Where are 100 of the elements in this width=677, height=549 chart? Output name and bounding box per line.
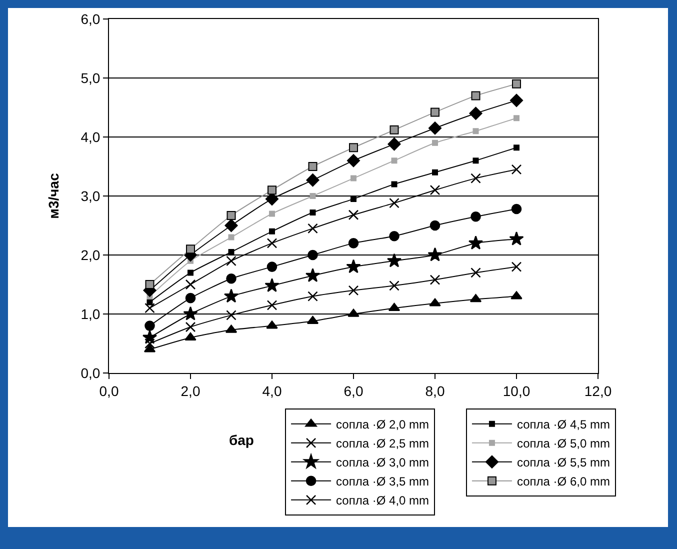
point (391, 181, 398, 188)
point (224, 219, 238, 232)
legend-label: сопла ·Ø 4,0 mm (336, 494, 430, 508)
point (269, 210, 275, 217)
point (428, 122, 442, 135)
legend-label: сопла ·Ø 4,5 mm (516, 418, 610, 432)
x-tick-label: 0,0 (99, 382, 119, 399)
point (386, 253, 402, 268)
point (226, 310, 236, 320)
point (144, 302, 155, 314)
point (389, 198, 400, 208)
x-axis-title: бар (229, 432, 254, 448)
y-tick-label: 0,0 (80, 364, 100, 381)
point (308, 291, 318, 302)
point (347, 154, 360, 168)
point (226, 256, 236, 266)
point (389, 280, 400, 291)
point (470, 268, 481, 278)
x-tick-label: 6,0 (344, 382, 364, 399)
point (510, 94, 523, 107)
point (468, 236, 484, 250)
x-tick-label: 2,0 (180, 382, 200, 399)
point (184, 332, 196, 340)
point (310, 193, 316, 199)
point (391, 158, 398, 164)
point (514, 144, 520, 151)
point (183, 306, 198, 320)
point (185, 322, 196, 332)
point (308, 223, 318, 234)
point (432, 140, 438, 146)
y-tick-label: 3,0 (80, 188, 100, 204)
point (144, 338, 155, 349)
y-axis-title: м3/час (45, 172, 62, 219)
point (188, 270, 194, 276)
x-tick-label: 10,0 (502, 382, 530, 399)
point (346, 259, 361, 274)
x-tick-label: 4,0 (262, 382, 282, 399)
point (264, 278, 280, 292)
x-tick-label: 8,0 (425, 382, 445, 399)
y-tick-label: 5,0 (80, 70, 100, 86)
point (348, 308, 360, 317)
point (266, 238, 278, 248)
point (472, 128, 479, 134)
point (145, 280, 154, 289)
point (430, 108, 440, 117)
point (389, 230, 400, 242)
point (430, 220, 440, 231)
point (470, 173, 481, 184)
point (388, 138, 401, 151)
x-tick-label: 12,0 (584, 382, 612, 399)
point (348, 210, 359, 220)
point (308, 250, 318, 260)
legend-label: сопла ·Ø 5,0 mm (516, 436, 610, 451)
point (226, 210, 236, 220)
point (226, 273, 236, 284)
point (348, 238, 359, 248)
point (430, 184, 440, 196)
point (310, 210, 316, 216)
point (266, 320, 278, 329)
point (349, 143, 358, 152)
point (511, 164, 522, 175)
legend-label: сопла ·Ø 3,0 mm (336, 456, 430, 470)
point (514, 115, 520, 122)
point (430, 274, 440, 285)
point (512, 79, 521, 88)
point (509, 231, 524, 246)
legend-label: сопла ·Ø 3,5 mm (336, 474, 430, 489)
point (146, 299, 153, 306)
legend-label: сопла ·Ø 5,5 mm (516, 456, 610, 470)
point (429, 298, 441, 306)
point (144, 320, 155, 331)
y-tick-label: 1,0 (80, 306, 100, 322)
point (186, 244, 195, 254)
point (470, 212, 481, 222)
point (306, 174, 320, 187)
point (472, 158, 479, 164)
point (471, 91, 480, 100)
point (432, 169, 438, 176)
point (428, 247, 442, 262)
point (305, 268, 320, 282)
legend-label: сопла ·Ø 2,5 mm (336, 436, 430, 451)
point (268, 186, 276, 195)
point (185, 279, 196, 290)
legend-label: сопла ·Ø 2,0 mm (336, 418, 430, 432)
y-tick-label: 6,0 (80, 10, 100, 27)
point (142, 330, 158, 344)
point (348, 285, 359, 296)
point (266, 262, 278, 272)
y-tick-label: 2,0 (80, 246, 100, 263)
point (228, 234, 234, 240)
point (469, 106, 482, 120)
point (224, 288, 239, 303)
point (266, 300, 278, 310)
point (511, 204, 522, 214)
point (185, 292, 196, 304)
legend-label: сопла ·Ø 6,0 mm (516, 474, 610, 489)
point (308, 162, 318, 171)
point (269, 228, 275, 234)
point (390, 125, 399, 134)
point (350, 175, 356, 182)
